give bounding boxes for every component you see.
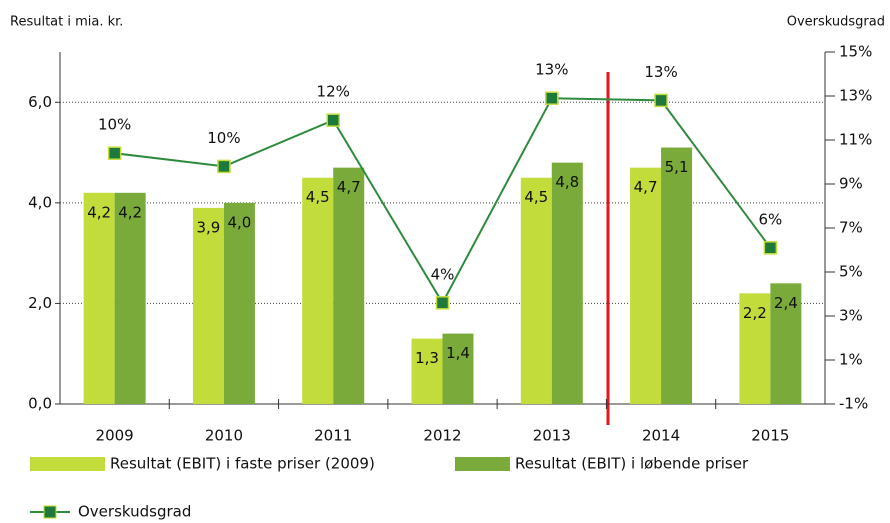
data-label: 4,2 bbox=[118, 203, 142, 221]
data-label: 1,3 bbox=[415, 349, 439, 367]
y-tick-label: 0,0 bbox=[28, 395, 52, 413]
data-label: 1,4 bbox=[446, 344, 470, 362]
data-label: 13% bbox=[644, 63, 677, 81]
bar bbox=[192, 207, 224, 404]
y-axis-title: Resultat i mia. kr. bbox=[10, 15, 123, 30]
bar bbox=[630, 167, 662, 404]
data-label: 10% bbox=[207, 129, 240, 147]
y2-tick-label: 7% bbox=[839, 219, 863, 237]
x-tick-label: 2013 bbox=[533, 427, 571, 445]
data-label: 3,9 bbox=[196, 218, 220, 236]
line-marker bbox=[107, 146, 122, 160]
y2-tick-label: 5% bbox=[839, 263, 863, 281]
y2-tick-label: 15% bbox=[839, 43, 872, 61]
data-label: 6% bbox=[758, 210, 782, 228]
data-label: 4,0 bbox=[227, 213, 251, 231]
bar bbox=[114, 192, 146, 404]
bar bbox=[83, 192, 115, 404]
bar bbox=[770, 283, 802, 404]
data-label: 4,5 bbox=[306, 188, 330, 206]
data-label: 4,7 bbox=[337, 178, 361, 196]
data-label: 5,1 bbox=[665, 158, 689, 176]
bar bbox=[223, 202, 255, 404]
data-label: 2,4 bbox=[774, 294, 798, 312]
x-tick-label: 2011 bbox=[314, 427, 352, 445]
data-label: 10% bbox=[98, 116, 131, 134]
y-tick-label: 6,0 bbox=[28, 93, 52, 111]
line-marker bbox=[435, 296, 450, 310]
legend-swatch bbox=[455, 457, 510, 471]
x-tick-label: 2015 bbox=[751, 427, 789, 445]
bar bbox=[520, 177, 552, 404]
y2-tick-label: 11% bbox=[839, 131, 872, 149]
legend-swatch bbox=[30, 457, 105, 471]
bar bbox=[739, 293, 771, 404]
data-label: 4,2 bbox=[87, 203, 111, 221]
y2-tick-label: 1% bbox=[839, 351, 863, 369]
x-tick-label: 2014 bbox=[642, 427, 680, 445]
legend-label: Resultat (EBIT) i løbende priser bbox=[515, 455, 749, 473]
y2-tick-label: 13% bbox=[839, 87, 872, 105]
data-label: 4,5 bbox=[524, 188, 548, 206]
legend-label: Resultat (EBIT) i faste priser (2009) bbox=[110, 455, 375, 473]
y2-tick-label: 3% bbox=[839, 307, 863, 325]
legend-label: Overskudsgrad bbox=[78, 503, 191, 521]
line-marker bbox=[326, 113, 340, 127]
y2-axis-title: Overskudsgrad bbox=[787, 15, 885, 30]
bar bbox=[302, 177, 334, 404]
bar bbox=[333, 167, 365, 404]
x-tick-label: 2012 bbox=[423, 427, 461, 445]
y2-tick-label: 9% bbox=[839, 175, 863, 193]
y2-tick-label: -1% bbox=[839, 395, 868, 413]
data-label: 4% bbox=[431, 265, 455, 283]
y-tick-label: 2,0 bbox=[28, 294, 52, 312]
line-marker bbox=[763, 241, 778, 255]
bar bbox=[551, 162, 583, 404]
bar bbox=[661, 147, 693, 405]
x-tick-label: 2010 bbox=[205, 427, 243, 445]
line-marker bbox=[654, 93, 668, 108]
data-label: 4,7 bbox=[634, 178, 658, 196]
line-marker bbox=[217, 159, 231, 174]
bar bbox=[411, 338, 443, 404]
data-label: 4,8 bbox=[555, 173, 579, 191]
x-tick-label: 2009 bbox=[96, 427, 134, 445]
data-label: 2,2 bbox=[743, 304, 767, 322]
line-marker bbox=[545, 91, 559, 105]
y-tick-label: 4,0 bbox=[28, 193, 52, 211]
data-label: 13% bbox=[535, 61, 568, 79]
legend-swatch bbox=[43, 505, 57, 519]
data-label: 12% bbox=[317, 83, 350, 101]
bar bbox=[442, 333, 474, 404]
